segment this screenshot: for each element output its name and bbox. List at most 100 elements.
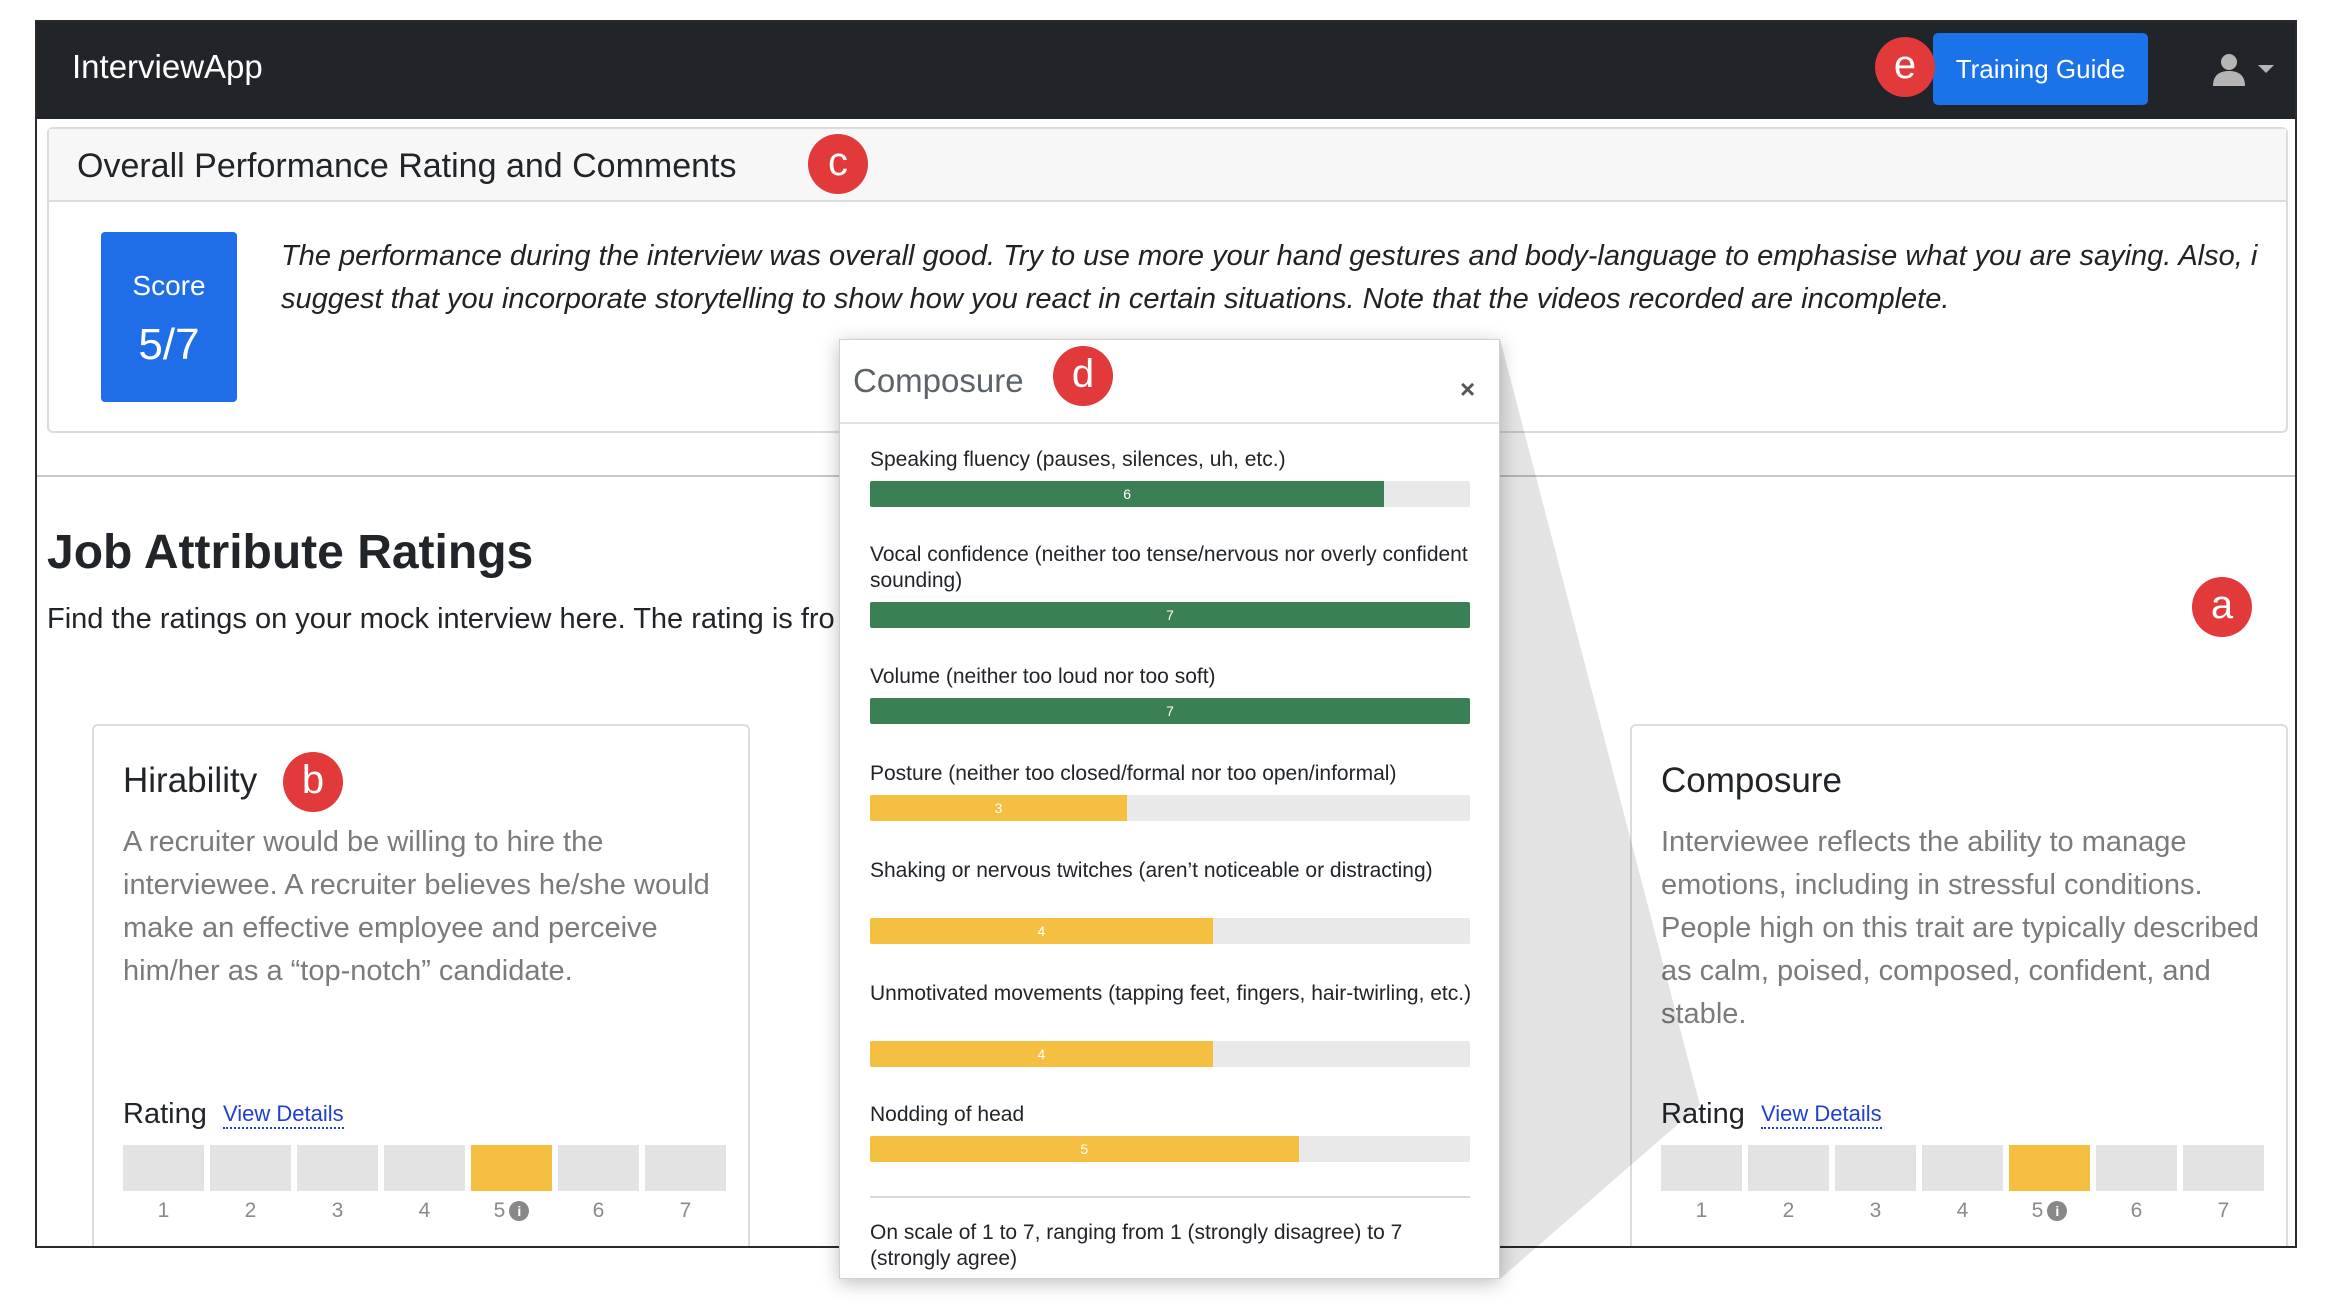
rating-cell xyxy=(2096,1145,2177,1191)
rating-number: 7 xyxy=(645,1199,726,1223)
rating-number: 6 xyxy=(558,1199,639,1223)
score-badge: Score 5/7 xyxy=(101,232,237,402)
rating-scale xyxy=(123,1145,726,1191)
view-details-link[interactable]: View Details xyxy=(223,1101,344,1129)
rating-cell xyxy=(1748,1145,1829,1191)
rating-scale xyxy=(1661,1145,2264,1191)
rating-cell xyxy=(1835,1145,1916,1191)
rating-number-label: 1 xyxy=(1695,1199,1708,1222)
training-guide-button[interactable]: Training Guide xyxy=(1933,33,2148,105)
view-details-link[interactable]: View Details xyxy=(1761,1101,1882,1129)
rating-number: 1 xyxy=(1661,1199,1742,1223)
composure-card: Composure Interviewee reflects the abili… xyxy=(1630,724,2288,1246)
rating-number-label: 3 xyxy=(1869,1199,1882,1222)
metric-bar-fill: 5 xyxy=(870,1136,1299,1162)
overall-performance-card: Overall Performance Rating and Comments … xyxy=(47,127,2288,433)
rating-number-label: 3 xyxy=(331,1199,344,1222)
metric-label: Nodding of head xyxy=(870,1103,1025,1126)
rating-cell xyxy=(1661,1145,1742,1191)
rating-cell xyxy=(558,1145,639,1191)
rating-number-label: 1 xyxy=(157,1199,170,1222)
scale-note: On scale of 1 to 7, ranging from 1 (stro… xyxy=(870,1221,1403,1270)
hirability-card: Hirability A recruiter would be willing … xyxy=(92,724,750,1246)
info-icon[interactable]: i xyxy=(509,1201,530,1221)
rating-cell xyxy=(2009,1145,2090,1191)
info-icon[interactable]: i xyxy=(2047,1201,2068,1221)
rating-cell xyxy=(471,1145,552,1191)
metric-bar-fill: 4 xyxy=(870,1041,1213,1067)
popup-divider xyxy=(870,1196,1470,1198)
rating-cell xyxy=(384,1145,465,1191)
rating-label: Rating xyxy=(1661,1098,1745,1130)
app-window: InterviewApp Training Guide Overall Perf… xyxy=(35,20,2297,1248)
rating-number-label: 5 xyxy=(2031,1199,2044,1222)
rating-number: 4 xyxy=(384,1199,465,1223)
job-attributes-description: Find the ratings on your mock interview … xyxy=(47,603,835,635)
popup-header: Composure × xyxy=(840,340,1499,424)
metric-bar: 5 xyxy=(870,1136,1470,1162)
score-value: 5/7 xyxy=(138,320,200,369)
rating-number: 2 xyxy=(210,1199,291,1223)
metric-bar: 7 xyxy=(870,602,1470,628)
metric-bar: 6 xyxy=(870,481,1470,507)
metric-label: Unmotivated movements (tapping feet, fin… xyxy=(870,982,1472,1005)
attribute-title: Composure xyxy=(1661,761,1842,800)
metric-label: Speaking fluency (pauses, silences, uh, … xyxy=(870,448,1286,471)
overall-title: Overall Performance Rating and Comments xyxy=(77,147,737,185)
rating-number: 4 xyxy=(1922,1199,2003,1223)
attribute-description: Interviewee reflects the ability to mana… xyxy=(1661,826,2260,1030)
composure-details-popup: Composure × Speaking fluency (pauses, si… xyxy=(839,339,1500,1279)
rating-number: 3 xyxy=(297,1199,378,1223)
rating-label: Rating xyxy=(123,1098,207,1130)
rating-cell xyxy=(1922,1145,2003,1191)
overall-comment: The performance during the interview was… xyxy=(281,240,2258,315)
metric-bar-fill: 7 xyxy=(870,602,1470,628)
rating-number-label: 4 xyxy=(1956,1199,1969,1222)
annotation-badge-e: e xyxy=(1875,37,1935,97)
rating-number-label: 2 xyxy=(244,1199,257,1222)
rating-number: 1 xyxy=(123,1199,204,1223)
attribute-description: A recruiter would be willing to hire the… xyxy=(123,826,710,987)
close-icon[interactable]: × xyxy=(1460,374,1476,404)
metric-label: Volume (neither too loud nor too soft) xyxy=(870,665,1216,688)
navbar: InterviewApp Training Guide xyxy=(37,22,2295,119)
metric-bar-fill: 3 xyxy=(870,795,1128,821)
metric-bar: 3 xyxy=(870,795,1470,821)
rating-number-label: 6 xyxy=(592,1199,605,1222)
rating-cell xyxy=(123,1145,204,1191)
user-icon[interactable] xyxy=(2209,52,2249,86)
brand-logo[interactable]: InterviewApp xyxy=(72,48,263,85)
rating-number: 2 xyxy=(1748,1199,1829,1223)
annotation-badge-c: c xyxy=(808,134,868,194)
rating-number-label: 5 xyxy=(493,1199,506,1222)
rating-number: 6 xyxy=(2096,1199,2177,1223)
annotation-badge-a: a xyxy=(2192,577,2252,637)
rating-number-label: 4 xyxy=(418,1199,431,1222)
score-label: Score xyxy=(132,270,206,301)
metric-bar: 4 xyxy=(870,1041,1470,1067)
rating-cell xyxy=(2183,1145,2264,1191)
metric-bar-fill: 6 xyxy=(870,481,1385,507)
rating-number-label: 7 xyxy=(679,1199,692,1222)
annotation-badge-b: b xyxy=(283,752,343,812)
rating-number: 7 xyxy=(2183,1199,2264,1223)
rating-cell xyxy=(645,1145,726,1191)
metric-bar-fill: 4 xyxy=(870,918,1213,944)
rating-number-label: 6 xyxy=(2130,1199,2143,1222)
metric-bar: 7 xyxy=(870,698,1470,724)
metric-label: Shaking or nervous twitches (aren’t noti… xyxy=(870,859,1433,882)
metric-label: Posture (neither too closed/formal nor t… xyxy=(870,762,1397,785)
job-attributes-title: Job Attribute Ratings xyxy=(47,526,534,579)
metric-bar-fill: 7 xyxy=(870,698,1470,724)
annotation-badge-d: d xyxy=(1053,346,1113,406)
chevron-down-icon[interactable] xyxy=(2258,65,2274,73)
rating-number-label: 7 xyxy=(2217,1199,2230,1222)
overall-card-header: Overall Performance Rating and Comments xyxy=(49,129,2286,202)
rating-cell xyxy=(210,1145,291,1191)
rating-number-label: 2 xyxy=(1782,1199,1795,1222)
attribute-title: Hirability xyxy=(123,761,258,800)
metric-bar: 4 xyxy=(870,918,1470,944)
popup-title: Composure xyxy=(853,362,1024,399)
